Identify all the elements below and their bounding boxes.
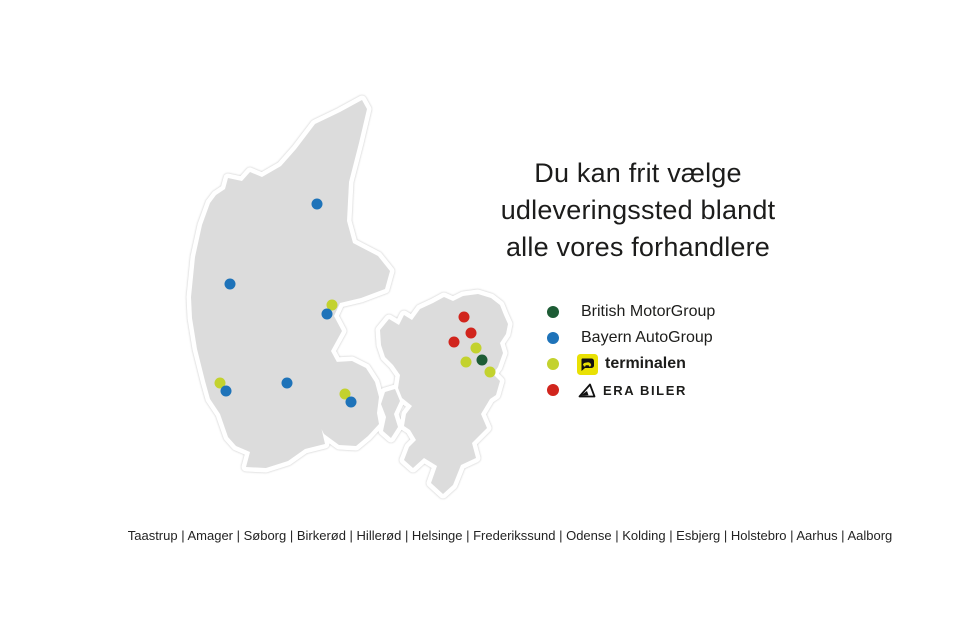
city-list-bar: Taastrup | Amager | Søborg | Birkerød | … [60, 528, 960, 543]
dealer-marker-terminalen [326, 299, 338, 311]
legend-label: Bayern AutoGroup [581, 329, 713, 346]
dealer-marker-bayern-autogroup [311, 198, 323, 210]
dealer-marker-era-biler [448, 336, 460, 348]
era-biler-logo-icon [578, 383, 596, 397]
city-list: Taastrup | Amager | Søborg | Birkerød | … [127, 528, 893, 543]
dealer-marker-terminalen [339, 388, 351, 400]
dealer-marker-bayern-autogroup [220, 385, 232, 397]
legend-item-terminalen: terminalen [547, 351, 715, 377]
legend: British MotorGroup Bayern AutoGroup term… [547, 299, 715, 403]
legend-dot-british-motorgroup [547, 306, 559, 318]
legend-item-british-motorgroup: British MotorGroup [547, 299, 715, 325]
dealer-marker-terminalen [214, 377, 226, 389]
legend-item-era-biler: ERA BILER [547, 377, 715, 403]
dealer-marker-era-biler [465, 327, 477, 339]
terminalen-logo-icon [577, 353, 598, 375]
legend-label: ERA BILER [603, 382, 687, 398]
dealer-marker-terminalen [460, 356, 472, 368]
headline: Du kan frit vælge udleveringssted blandt… [440, 155, 836, 266]
dealer-marker-terminalen [484, 366, 496, 378]
legend-item-bayern-autogroup: Bayern AutoGroup [547, 325, 715, 351]
legend-label: British MotorGroup [581, 303, 716, 320]
dealer-marker-bayern-autogroup [224, 278, 236, 290]
dealer-marker-era-biler [458, 311, 470, 323]
dealer-marker-bayern-autogroup [321, 308, 333, 320]
dealer-marker-bayern-autogroup [345, 396, 357, 408]
headline-line: Du kan frit vælge [534, 158, 742, 188]
legend-dot-bayern-autogroup [547, 332, 559, 344]
dealer-markers [214, 198, 496, 408]
dealer-marker-terminalen [470, 342, 482, 354]
headline-line: alle vores forhandlere [505, 232, 771, 262]
legend-dot-era-biler [547, 384, 559, 396]
legend-dot-terminalen [547, 358, 559, 370]
dealer-marker-bayern-autogroup [281, 377, 293, 389]
legend-label: terminalen [605, 355, 686, 372]
dealer-marker-british-motorgroup [476, 354, 488, 366]
headline-line: udleveringssted blandt [500, 195, 776, 225]
